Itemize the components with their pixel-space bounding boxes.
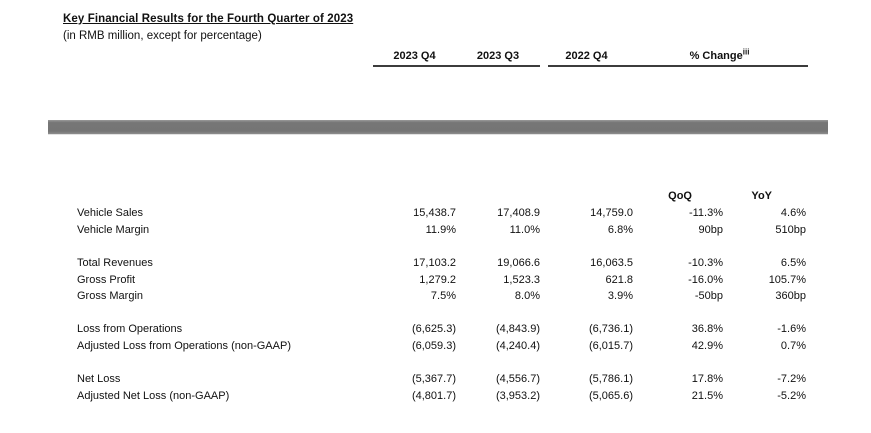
footnote-marker: iii xyxy=(742,47,750,57)
row-label: Gross Profit xyxy=(77,273,136,286)
cell-value: 11.0% xyxy=(509,223,540,236)
table-row: Net Loss (5,367.7) (4,556.7) (5,786.1) 17.8%… xyxy=(77,370,806,387)
cell-value: 360bp xyxy=(775,290,806,303)
spacer-row xyxy=(77,354,806,370)
cell-value: 105.7% xyxy=(768,273,806,286)
cell-value: (6,625.3) xyxy=(411,323,456,336)
document-subtitle: (in RMB million, except for percentage) xyxy=(63,30,262,42)
cell-value: 4.6% xyxy=(780,207,806,220)
cell-value: (3,953.2) xyxy=(495,389,540,402)
cell-value: 6.8% xyxy=(607,223,633,236)
cell-value: 21.5% xyxy=(691,389,723,402)
results-table-body: QoQ YoY Vehicle Sales 15,438.7 17,408.9 14,… xyxy=(77,188,806,404)
row-label: Vehicle Sales xyxy=(77,207,144,220)
cell-value: (5,367.7) xyxy=(411,372,456,385)
row-label: Adjusted Loss from Operations (non-GAAP) xyxy=(77,339,291,352)
table-row: Total Revenues 17,103.2 19,066.6 16,063.5 -1… xyxy=(77,254,806,271)
subheader-qoq: QoQ xyxy=(668,190,692,203)
spacer-cell xyxy=(77,305,806,321)
header-rule-current-periods xyxy=(373,65,540,67)
cell-value: 3.9% xyxy=(607,290,633,303)
cell-value: (4,240.4) xyxy=(495,339,540,352)
cell-value: -5.2% xyxy=(777,389,806,402)
cell-value: (6,015.7) xyxy=(588,339,633,352)
cell-value: 11.9% xyxy=(425,223,456,236)
cell-value: 14,759.0 xyxy=(590,207,633,220)
table-row: Adjusted Loss from Operations (non-GAAP)… xyxy=(77,338,806,355)
percent-change-label: % Change xyxy=(689,50,743,62)
row-label: Loss from Operations xyxy=(77,323,183,336)
spacer-row xyxy=(77,305,806,321)
row-label: Gross Margin xyxy=(77,290,144,303)
cell-value: 36.8% xyxy=(691,323,723,336)
cell-value: 42.9% xyxy=(691,339,723,352)
cell-value: (4,556.7) xyxy=(495,372,540,385)
column-header-2023-q4: 2023 Q4 xyxy=(393,50,436,62)
spacer-row xyxy=(77,238,806,254)
cell-value: (5,065.6) xyxy=(588,389,633,402)
table-row: Loss from Operations (6,625.3) (4,843.9) (6… xyxy=(77,321,806,338)
cell-value: (6,736.1) xyxy=(588,323,633,336)
change-subheader-row: QoQ YoY xyxy=(77,188,806,205)
cell-value: 0.7% xyxy=(780,339,806,352)
cell-value: 1,523.3 xyxy=(503,273,540,286)
cell-value: -11.3% xyxy=(688,207,723,220)
table-row: Adjusted Net Loss (non-GAAP) (4,801.7) (3,… xyxy=(77,387,806,404)
cell-value: 1,279.2 xyxy=(419,273,456,286)
cell-value: -10.3% xyxy=(688,256,723,269)
column-header-2023-q3: 2023 Q3 xyxy=(476,50,520,62)
cell-value: 510bp xyxy=(775,223,806,236)
cell-value: 19,066.6 xyxy=(497,256,540,269)
cell-value: 7.5% xyxy=(430,290,456,303)
cell-value: 15,438.7 xyxy=(413,207,456,220)
financial-results-table: QoQ YoY Vehicle Sales 15,438.7 17,408.9 14,… xyxy=(77,188,806,404)
cell-value: 621.8 xyxy=(605,273,633,286)
row-label: Net Loss xyxy=(77,372,121,385)
header-rule-comparison-periods xyxy=(548,65,808,67)
row-label: Adjusted Net Loss (non-GAAP) xyxy=(77,389,230,402)
cell-value: 16,063.5 xyxy=(590,256,633,269)
cell-value: -7.2% xyxy=(777,372,806,385)
spacer-cell xyxy=(77,238,806,254)
table-row: Gross Profit 1,279.2 1,523.3 621.8 -16.0% 105… xyxy=(77,271,806,288)
subheader-yoy: YoY xyxy=(751,190,772,203)
cell-value: 17,408.9 xyxy=(497,207,540,220)
cell-value: 90bp xyxy=(698,223,723,236)
table-row: Vehicle Margin 11.9% 11.0% 6.8% 90bp 510bp xyxy=(77,222,806,239)
document-title: Key Financial Results for the Fourth Qua… xyxy=(63,13,354,25)
cell-value: (4,843.9) xyxy=(495,323,540,336)
column-header-percent-change: % Changeiii xyxy=(633,47,806,62)
table-row: Vehicle Sales 15,438.7 17,408.9 14,759.0 -11… xyxy=(77,205,806,222)
spacer-cell xyxy=(77,354,806,370)
empty-cell xyxy=(77,188,633,205)
cell-value: 17,103.2 xyxy=(413,256,456,269)
divider-bar xyxy=(48,120,828,135)
cell-value: 6.5% xyxy=(780,256,806,269)
cell-value: -16.0% xyxy=(688,273,723,286)
row-label: Total Revenues xyxy=(77,256,153,269)
row-label: Vehicle Margin xyxy=(77,223,150,236)
cell-value: 17.8% xyxy=(691,372,723,385)
cell-value: 8.0% xyxy=(514,290,540,303)
cell-value: -1.6% xyxy=(777,323,806,336)
table-row: Gross Margin 7.5% 8.0% 3.9% -50bp 360bp xyxy=(77,288,806,305)
cell-value: (4,801.7) xyxy=(411,389,456,402)
cell-value: (6,059.3) xyxy=(411,339,456,352)
column-header-2022-q4: 2022 Q4 xyxy=(565,50,608,62)
cell-value: (5,786.1) xyxy=(588,372,633,385)
cell-value: -50bp xyxy=(694,290,723,303)
